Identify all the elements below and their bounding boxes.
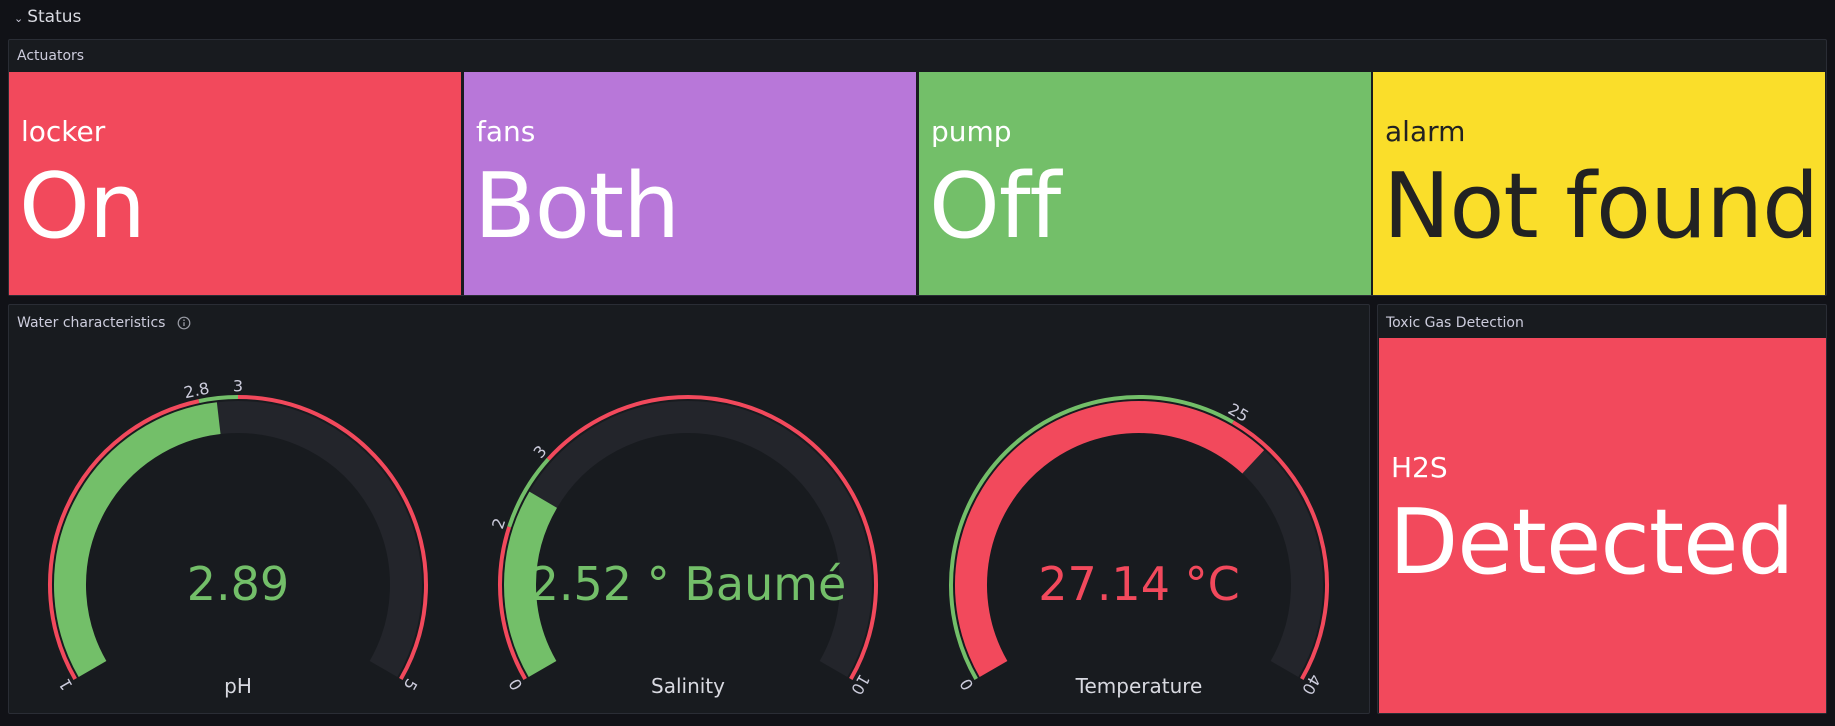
gauge-value-bar: [54, 402, 221, 677]
row-status-toggle[interactable]: ⌄ Status: [14, 6, 81, 28]
actuators-title: Actuators: [17, 48, 85, 64]
stat-value: On: [19, 154, 146, 259]
stat-value: Both: [474, 154, 680, 259]
panel-title: Actuators: [17, 48, 84, 64]
threshold-arc: [198, 395, 239, 404]
threshold-arc: [546, 394, 878, 680]
row-title: Status: [27, 7, 82, 27]
gauge-value-text: 27.14 °C: [1038, 557, 1239, 611]
info-icon[interactable]: [177, 316, 191, 330]
stat-label: H2S: [1391, 451, 1448, 484]
actuator-tile-alarm[interactable]: alarm Not found: [1373, 72, 1825, 295]
threshold-arc: [1231, 420, 1329, 680]
gauge-value-text: 2.89: [187, 557, 289, 611]
water-panel[interactable]: Water characteristics: [8, 304, 1370, 714]
threshold-arc: [507, 457, 550, 528]
toxic-stat-tile[interactable]: H2S Detected: [1379, 338, 1826, 713]
stat-value: Off: [929, 154, 1061, 259]
stat-value: Detected: [1389, 490, 1795, 595]
stat-label: locker: [21, 115, 106, 148]
gauge-name-label: Salinity: [651, 674, 725, 698]
stat-label: pump: [931, 115, 1012, 148]
toxic-title: Toxic Gas Detection: [1386, 315, 1524, 331]
gauge-value-text: 2.52 ° Baumé: [530, 557, 847, 611]
threshold-arc: [237, 395, 428, 680]
tick-label: 2.8: [182, 378, 211, 402]
tick-label: 3: [233, 377, 243, 396]
water-title: Water characteristics: [17, 315, 166, 331]
panel-title: Water characteristics: [17, 315, 191, 331]
gauge-name-label: Temperature: [1075, 674, 1203, 698]
stat-label: fans: [476, 115, 536, 148]
chevron-down-icon: ⌄: [14, 11, 24, 25]
threshold-arc: [949, 395, 1234, 680]
threshold-arc: [498, 526, 527, 680]
actuator-tile-fans[interactable]: fans Both: [464, 72, 916, 295]
stat-label: alarm: [1385, 115, 1466, 148]
gauge-name-label: pH: [224, 674, 252, 698]
gauge-value-bar: [504, 491, 558, 677]
actuator-tile-locker[interactable]: locker On: [9, 72, 461, 295]
actuator-tile-pump[interactable]: pump Off: [919, 72, 1371, 295]
threshold-arc: [48, 399, 200, 680]
panel-title: Toxic Gas Detection: [1386, 315, 1524, 331]
stat-value: Not found: [1383, 154, 1819, 259]
gauge-value-bar: [955, 401, 1265, 677]
